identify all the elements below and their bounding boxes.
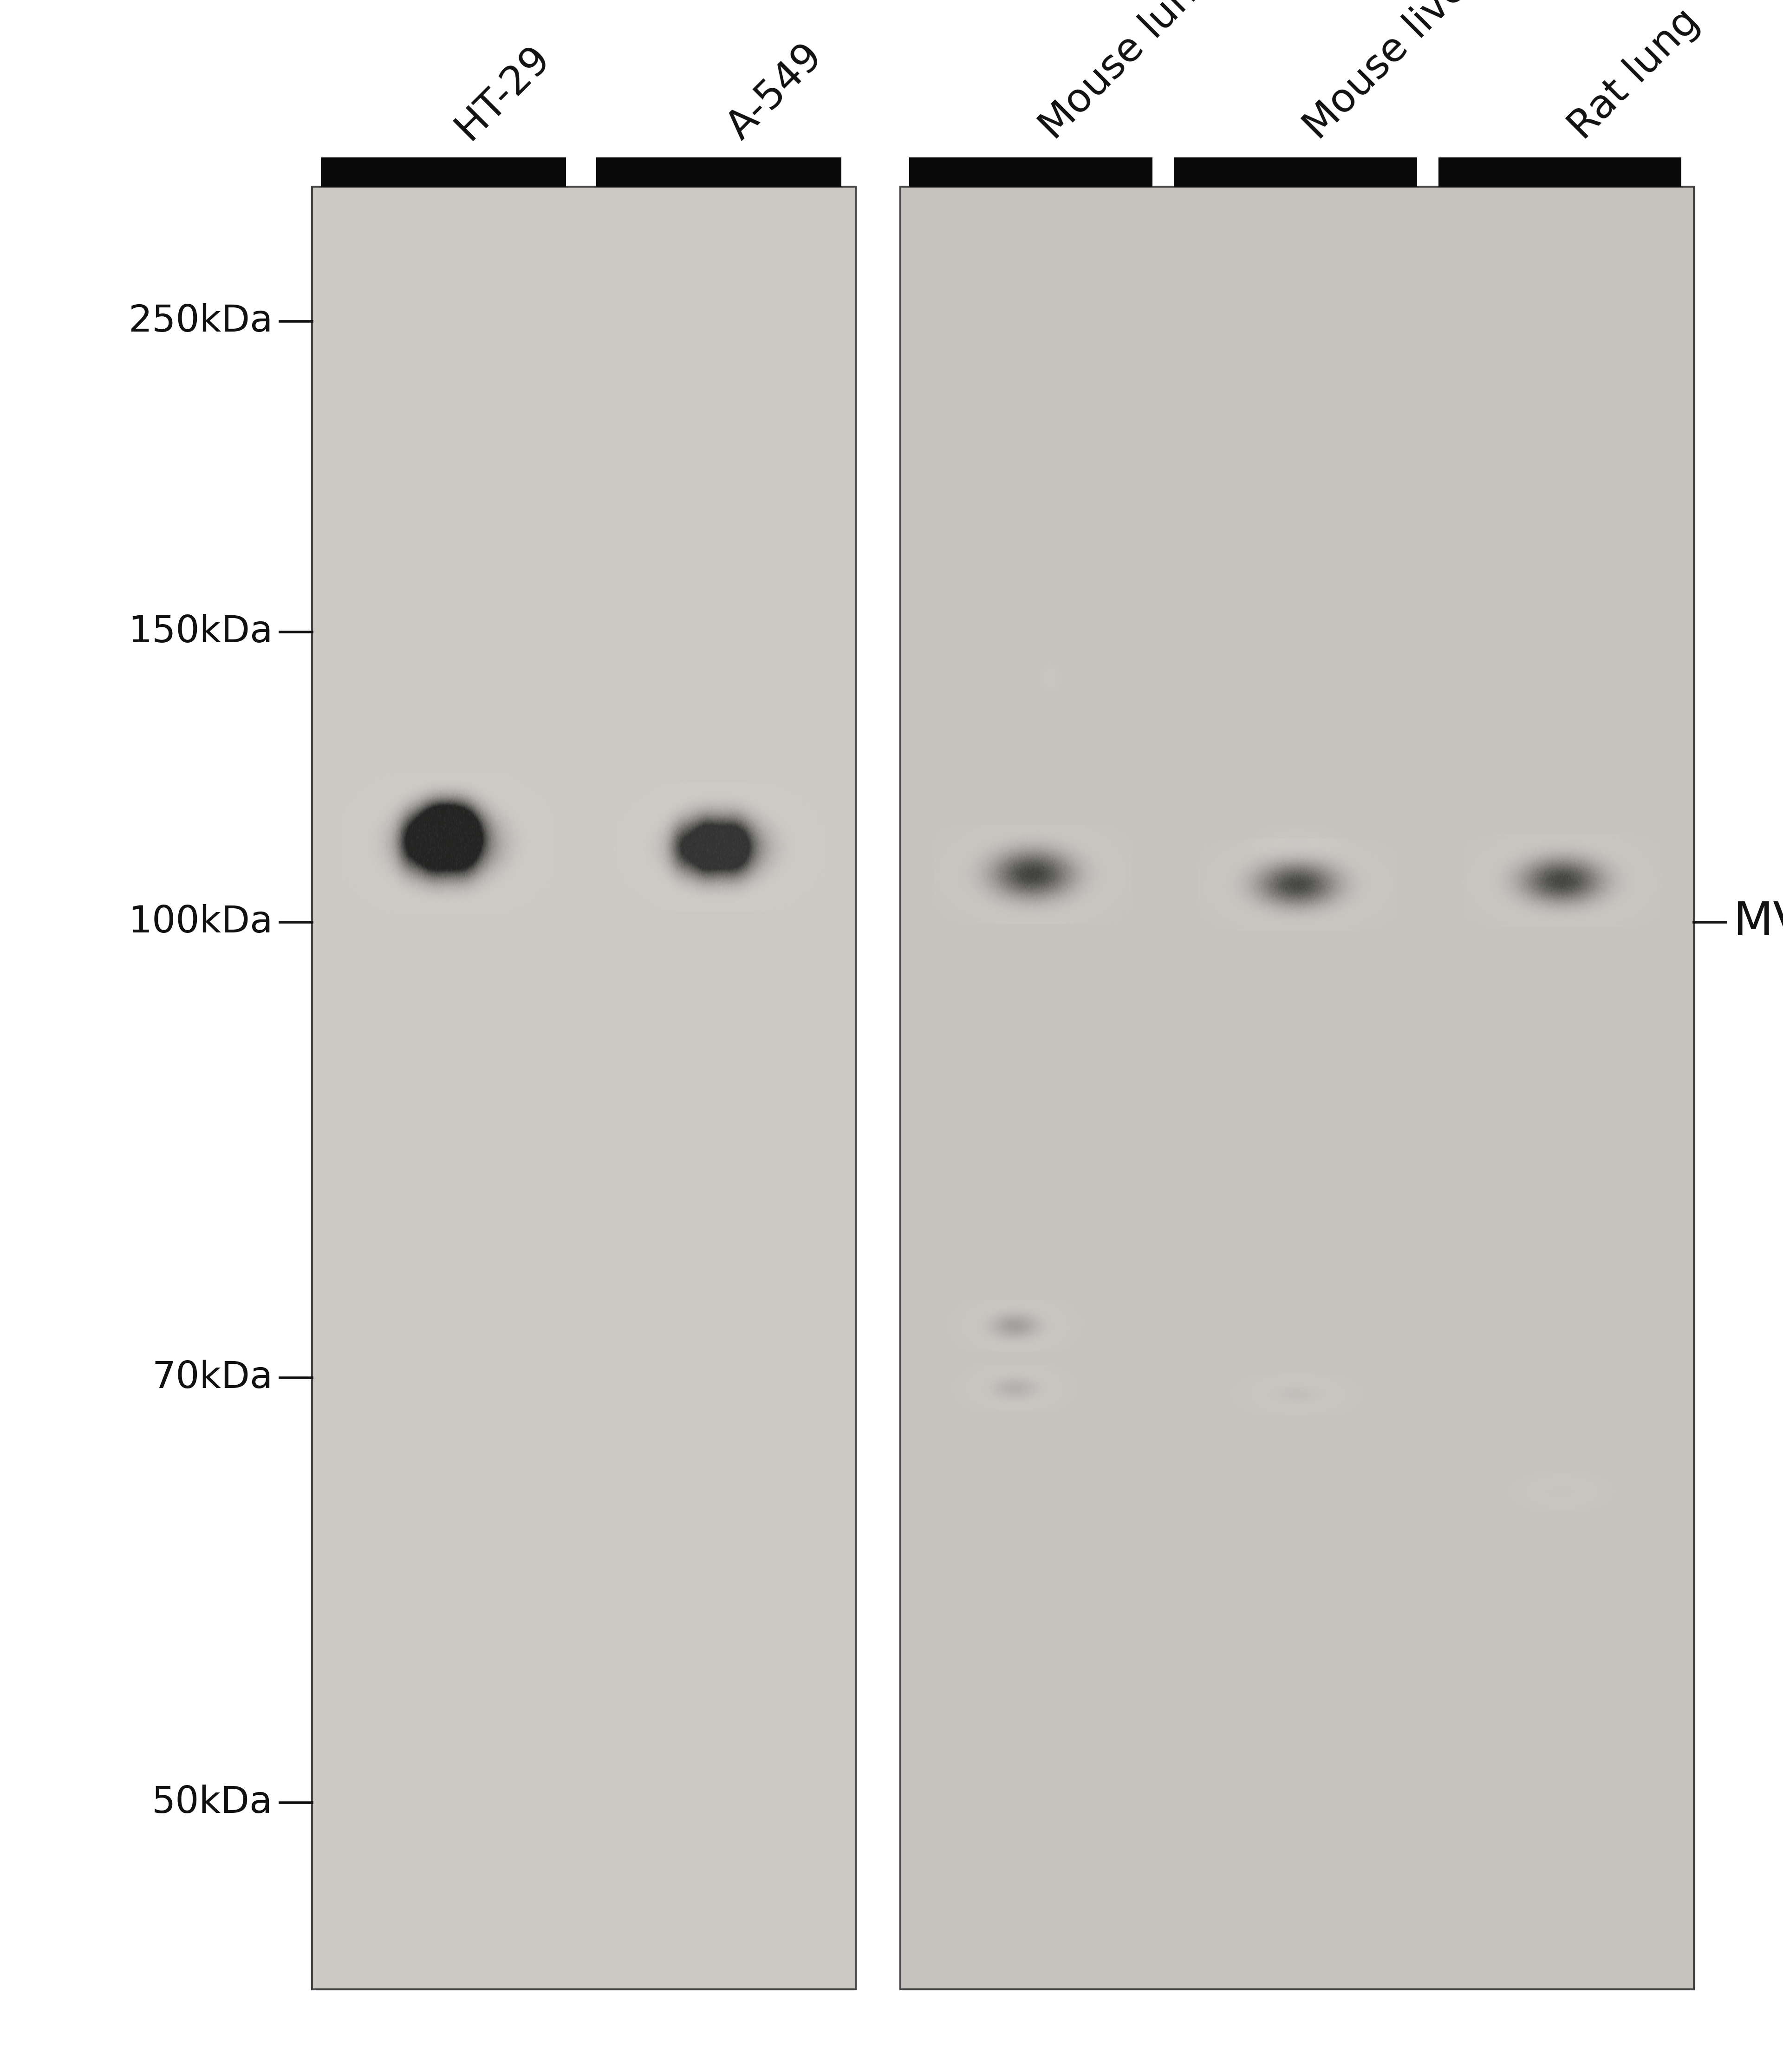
Bar (312, 186, 856, 1989)
Bar (321, 157, 565, 186)
Bar (596, 157, 842, 186)
Text: Mouse liver: Mouse liver (1298, 0, 1487, 147)
Bar (1173, 157, 1417, 186)
Bar (909, 157, 1152, 186)
Text: HT-29: HT-29 (448, 37, 558, 147)
Text: MVP: MVP (1733, 899, 1783, 945)
Bar (1439, 157, 1681, 186)
Text: Mouse lung: Mouse lung (1032, 0, 1223, 147)
Text: 250kDa: 250kDa (128, 303, 273, 340)
Text: 70kDa: 70kDa (152, 1359, 273, 1397)
Text: A-549: A-549 (720, 37, 829, 147)
Text: 100kDa: 100kDa (128, 903, 273, 941)
Bar (900, 186, 1694, 1989)
Text: 50kDa: 50kDa (152, 1784, 273, 1821)
Text: 150kDa: 150kDa (128, 613, 273, 651)
Text: Rat lung: Rat lung (1562, 2, 1706, 147)
